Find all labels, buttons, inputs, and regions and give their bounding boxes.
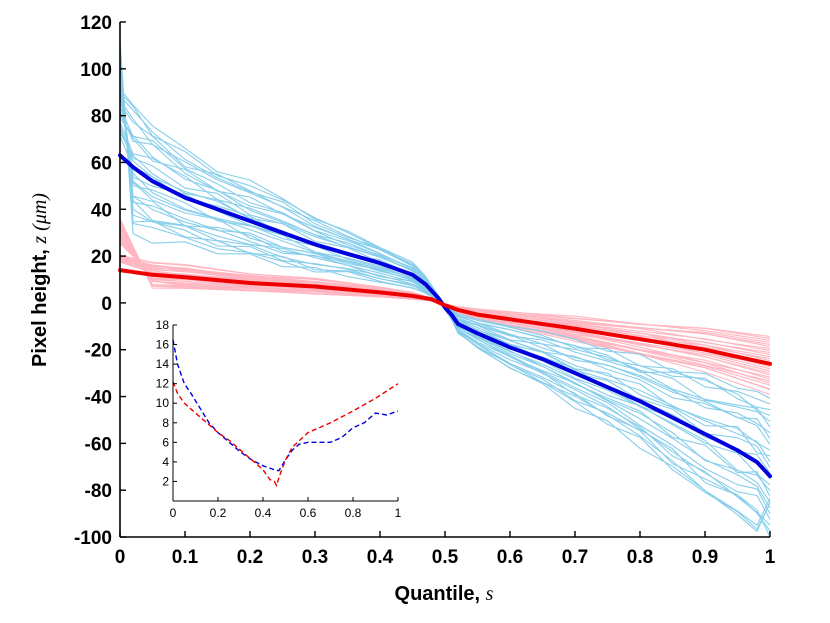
y-tick-label: 100 <box>80 60 112 81</box>
inset-y-tick-label: 18 <box>156 318 170 332</box>
inset-x-tick-label: 0.8 <box>345 506 362 520</box>
y-tick-label: -60 <box>85 434 112 455</box>
y-axis-title: Pixel height, z (μm) <box>29 193 51 367</box>
inset-y-tick-label: 6 <box>162 435 169 449</box>
x-tick-label: 0.4 <box>367 547 394 568</box>
y-tick-label: 20 <box>91 247 112 268</box>
inset-y-tick-label: 2 <box>162 474 169 488</box>
x-axis-title: Quantile, s <box>395 583 494 605</box>
y-tick-label: -20 <box>85 341 112 362</box>
inset-red-line <box>172 381 399 488</box>
x-tick-label: 0.3 <box>302 547 328 568</box>
inset-y-tick-label: 16 <box>156 338 170 352</box>
y-tick-label: -100 <box>74 528 112 549</box>
inset-x-tick-label: 0.2 <box>210 506 227 520</box>
inset-y-tick-label: 10 <box>156 396 170 410</box>
y-tick-label: 60 <box>91 153 112 174</box>
inset-tick-labels: 18 16 14 12 10 8 6 4 2 0 0.2 0.4 0.6 0.8 1 <box>156 318 402 520</box>
mean-blue-line <box>118 153 772 479</box>
x-tick-label: 0.8 <box>627 547 653 568</box>
inset-plot: 18 16 14 12 10 8 6 4 2 0 0.2 0.4 0.6 0.8 1 <box>156 318 402 520</box>
inset-blue-line <box>172 339 399 472</box>
y-tick-label: -80 <box>85 481 112 502</box>
x-tick-label: 0 <box>115 547 126 568</box>
y-tick-label: -40 <box>85 388 112 409</box>
inset-y-tick-label: 14 <box>156 357 170 371</box>
inset-y-tick-label: 8 <box>162 416 169 430</box>
x-tick-label: 0.6 <box>497 547 523 568</box>
mean-red-line <box>118 268 772 366</box>
x-tick-label: 1 <box>765 547 776 568</box>
x-tick-label: 0.1 <box>172 547 199 568</box>
inset-x-tick-label: 0.4 <box>255 506 272 520</box>
x-tick-label: 0.5 <box>432 547 459 568</box>
x-tick-label: 0.7 <box>562 547 588 568</box>
y-tick-label: 120 <box>80 13 112 34</box>
inset-x-tick-label: 0.6 <box>300 506 317 520</box>
y-tick-label: 40 <box>91 200 112 221</box>
inset-lines <box>172 339 399 488</box>
main-axes <box>119 21 771 538</box>
inset-x-tick-label: 0 <box>170 506 177 520</box>
y-tick-label: 80 <box>91 107 112 128</box>
x-tick-label: 0.9 <box>692 547 718 568</box>
inset-x-tick-label: 1 <box>395 506 402 520</box>
inset-axes <box>172 324 399 502</box>
inset-background <box>171 323 399 501</box>
mean-lines <box>118 153 772 479</box>
y-tick-label: 0 <box>101 294 112 315</box>
x-tick-label: 0.2 <box>237 547 263 568</box>
inset-y-tick-label: 12 <box>156 377 170 391</box>
inset-y-tick-label: 4 <box>162 455 169 469</box>
